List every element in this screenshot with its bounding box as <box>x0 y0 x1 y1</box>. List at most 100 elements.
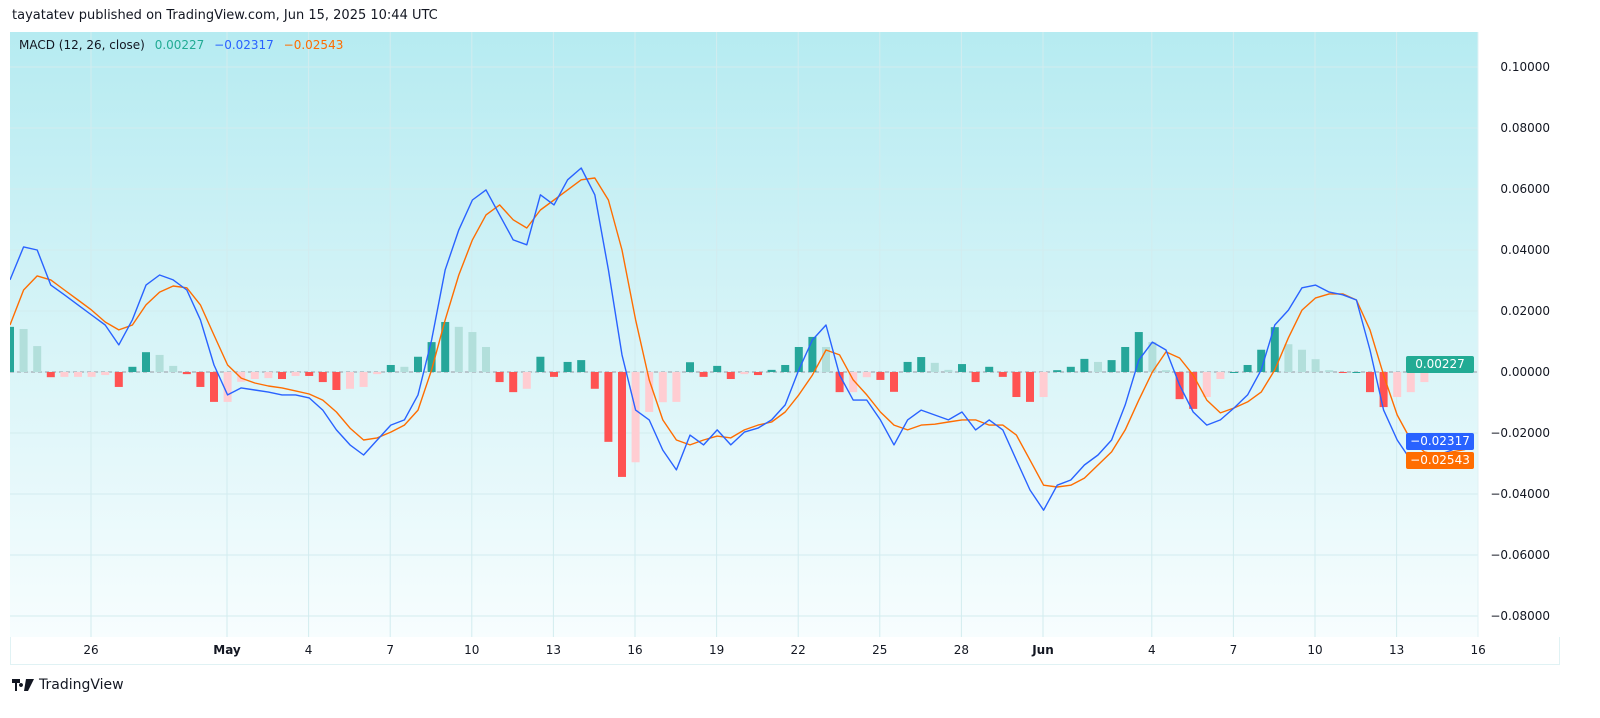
x-tick-label: 22 <box>791 643 806 657</box>
y-tick-label: 0.10000 <box>1500 60 1550 74</box>
histogram-bar <box>754 372 762 376</box>
histogram-bar <box>278 372 286 380</box>
indicator-legend[interactable]: MACD (12, 26, close) 0.00227 −0.02317 −0… <box>19 38 349 52</box>
histogram-bar <box>658 372 667 403</box>
histogram-bar <box>19 328 28 372</box>
histogram-bar <box>917 357 926 372</box>
histogram-bar <box>128 366 137 372</box>
histogram-bar <box>441 321 450 372</box>
histogram-bar <box>958 364 966 372</box>
histogram-bar <box>291 372 300 376</box>
histogram-bar <box>808 336 817 372</box>
histogram-bar <box>1379 372 1388 408</box>
histogram-bar <box>822 346 830 372</box>
histogram-bar <box>386 364 395 372</box>
y-tick-label: −0.02000 <box>1490 426 1550 440</box>
histogram-bar <box>1420 372 1429 383</box>
histogram-price-badge: 0.00227 <box>1406 356 1474 373</box>
histogram-bar <box>46 372 55 378</box>
brand-name: TradingView <box>39 677 124 693</box>
histogram-bar <box>944 369 953 372</box>
histogram-bar <box>699 372 708 377</box>
histogram-bar <box>210 372 218 402</box>
histogram-bar <box>1298 349 1306 372</box>
price-axis-background <box>1478 32 1560 637</box>
y-tick-label: 0.02000 <box>1500 304 1550 318</box>
indicator-title: MACD (12, 26, close) <box>19 38 145 52</box>
histogram-bar <box>223 372 232 402</box>
histogram-bar <box>1243 364 1252 372</box>
histogram-bar <box>264 372 273 379</box>
histogram-bar <box>903 361 912 372</box>
histogram-bar <box>862 372 871 378</box>
footer-brand[interactable]: TradingView <box>12 677 124 693</box>
histogram-bar <box>781 364 790 372</box>
histogram-bar <box>1134 332 1143 372</box>
histogram-bar <box>536 356 545 372</box>
histogram-bar <box>618 372 626 477</box>
histogram-bar <box>114 372 123 387</box>
histogram-bar <box>33 346 42 372</box>
histogram-bar <box>930 362 939 372</box>
histogram-bar <box>1216 372 1225 380</box>
y-tick-label: −0.04000 <box>1490 487 1550 501</box>
histogram-bar <box>713 365 722 372</box>
x-tick-label: 25 <box>872 643 887 657</box>
x-tick-label: 16 <box>627 643 642 657</box>
histogram-bar <box>672 372 681 402</box>
histogram-bar <box>495 372 504 383</box>
histogram-bar <box>318 372 327 383</box>
histogram-bar <box>250 372 259 380</box>
histogram-bar <box>890 372 898 392</box>
histogram-bar <box>332 372 341 390</box>
histogram-bar <box>1366 372 1374 393</box>
histogram-bar <box>849 372 858 393</box>
histogram-bar <box>998 372 1007 377</box>
histogram-bar <box>1325 370 1334 372</box>
histogram-bar <box>74 372 82 377</box>
histogram-bar <box>196 372 205 387</box>
histogram-bar <box>427 342 436 372</box>
y-tick-label: 0.00000 <box>1500 365 1550 379</box>
histogram-bar <box>563 361 572 372</box>
histogram-bar <box>767 369 776 372</box>
histogram-bar <box>142 352 150 372</box>
histogram-bar <box>1066 366 1075 372</box>
histogram-bar <box>794 346 803 372</box>
histogram-bar <box>237 372 246 382</box>
x-tick-label: May <box>213 643 241 657</box>
x-tick-label: 26 <box>83 643 98 657</box>
histogram-bar <box>155 354 164 372</box>
macd-chart[interactable]: 0.10000 0.08000 0.06000 0.04000 0.02000 0.000… <box>10 32 1560 665</box>
publisher-caption: tayatatev published on TradingView.com, … <box>12 8 438 23</box>
histogram-bar <box>522 372 531 389</box>
histogram-bar <box>414 356 422 372</box>
histogram-bar <box>1270 327 1279 372</box>
legend-histogram-value: 0.00227 <box>154 38 205 52</box>
histogram-bar <box>182 372 191 375</box>
histogram-bar <box>60 372 69 377</box>
x-tick-label: 16 <box>1471 643 1486 657</box>
histogram-bar <box>373 372 382 375</box>
histogram-bar <box>686 362 694 372</box>
signal-line <box>10 177 1466 488</box>
histogram-bar <box>577 360 586 372</box>
histogram-bar <box>645 372 654 412</box>
x-tick-label: 13 <box>1389 643 1404 657</box>
histogram-bar <box>550 372 558 377</box>
histogram-bar <box>1284 344 1293 372</box>
histogram-bar <box>1080 358 1089 372</box>
histogram-bar <box>835 372 844 393</box>
histogram-bar <box>971 372 980 383</box>
histogram-bar <box>1311 359 1320 372</box>
histogram-bar <box>346 372 354 389</box>
histogram-bar <box>1121 346 1130 372</box>
histogram-bar <box>169 365 178 372</box>
histogram-bar <box>1393 372 1402 398</box>
histogram-bar <box>1202 372 1211 398</box>
y-tick-label: −0.08000 <box>1490 609 1550 623</box>
histogram-bar <box>1162 370 1170 372</box>
y-tick-label: −0.06000 <box>1490 548 1550 562</box>
histogram-bar <box>1012 372 1021 398</box>
histogram-bar <box>1039 372 1048 398</box>
